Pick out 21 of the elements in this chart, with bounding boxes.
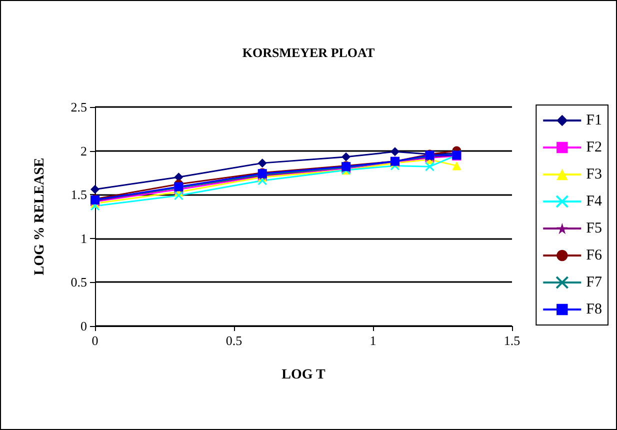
legend-label: F8 <box>586 302 602 318</box>
x-axis-title: LOG T <box>282 368 326 382</box>
y-tick-label: 2.5 <box>70 100 87 114</box>
x-tick-label: 1.5 <box>504 333 520 348</box>
y-tick-label: 1 <box>80 230 87 246</box>
y-tick-label: 0 <box>80 318 87 334</box>
y-axis-title: LOG % RELEASE <box>32 158 48 276</box>
legend-label: F2 <box>586 140 602 156</box>
legend-label: F4 <box>586 194 602 210</box>
legend-label: F1 <box>586 112 602 128</box>
y-tick-label: 2 <box>80 143 87 158</box>
y-tick-label: 1.5 <box>70 187 87 202</box>
chart-title: KORSMEYER PLOAT <box>242 45 375 60</box>
legend-label: F6 <box>586 248 602 264</box>
legend-label: F3 <box>586 166 602 182</box>
legend-label: F5 <box>586 220 602 236</box>
x-tick-label: 0 <box>92 333 98 348</box>
y-tick-label: 0.5 <box>70 274 87 290</box>
x-tick-label: 1 <box>370 333 376 348</box>
legend-label: F7 <box>586 274 602 290</box>
x-tick-label: 0.5 <box>226 333 242 348</box>
